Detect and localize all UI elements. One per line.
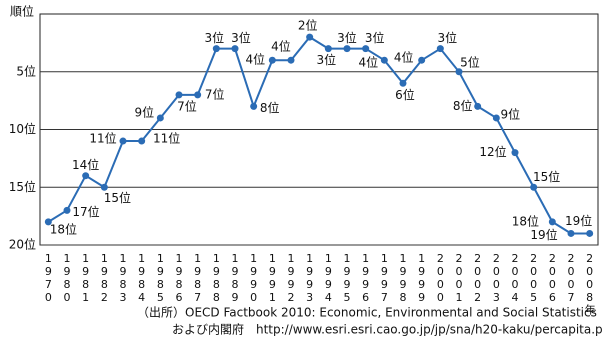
data-label: 4位 [246,52,266,67]
point [455,68,463,76]
data-label: 3位 [231,30,251,45]
x-tick-label: 1984 [135,252,148,304]
data-label: 3位 [438,30,458,45]
x-tick-label: 2005 [527,252,540,304]
point [567,229,575,237]
point [63,206,71,214]
source-line: （出所）OECD Factbook 2010: Economic, Enviro… [137,306,597,320]
y-tick-label: 5位 [16,63,36,78]
data-label: 14位 [72,157,99,172]
point [156,114,164,122]
x-tick-label: 1998 [397,252,410,304]
x-tick-label: 1988 [210,252,223,304]
x-tick-label: 1983 [117,252,130,304]
point [436,45,444,53]
data-label: 19位 [565,213,592,228]
point [511,149,519,157]
x-tick-label: 1981 [79,252,92,304]
point [44,218,52,226]
x-tick-label: 2008年 [583,252,596,315]
x-tick-label: 1993 [303,252,316,304]
x-tick-label: 2000 [434,252,447,304]
data-label: 17位 [72,204,99,219]
y-tick-label: 15位 [9,179,36,194]
x-tick-label: 1980 [61,252,74,304]
data-label: 9位 [135,104,155,119]
point [343,45,351,53]
x-tick-label: 2007 [565,252,578,304]
data-label: 11位 [153,131,180,146]
point [548,218,556,226]
point [119,137,127,145]
point [287,56,295,64]
data-label: 18位 [50,221,77,236]
data-label: 4位 [271,39,291,54]
data-label: 8位 [453,98,473,113]
point [100,183,108,191]
x-tick-label: 1989 [229,252,242,304]
y-tick-label: 10位 [9,121,36,136]
data-label: 3位 [205,30,225,45]
y-axis-title: 順位 [10,4,34,19]
y-tick-label: 20位 [9,237,36,252]
data-label: 15位 [104,190,131,205]
point [324,45,332,53]
x-tick-label: 1995 [341,252,354,304]
data-label: 3位 [337,30,357,45]
x-tick-label: 1996 [359,252,372,304]
x-tick-label: 2001 [453,252,466,304]
x-tick-label: 1992 [285,252,298,304]
point [586,229,594,237]
x-tick-label: 1991 [266,252,279,304]
x-tick-label: 1999 [415,252,428,304]
x-tick-label: 1990 [247,252,260,304]
point [362,45,370,53]
point [306,33,314,41]
point [268,56,276,64]
point [82,172,90,180]
data-label: 9位 [501,106,521,121]
x-tick-label: 1987 [191,252,204,304]
point [250,102,258,110]
point [399,79,407,87]
x-tick-label: 1994 [322,252,335,304]
source-line: および内閣府 http://www.esri.esri.cao.go.jp/jp… [172,322,603,337]
x-tick-label: 2003 [490,252,503,304]
data-label: 4位 [359,55,379,70]
data-label: 7位 [177,98,197,113]
point [231,45,239,53]
data-label: 15位 [533,169,560,184]
x-tick-label: 2006 [546,252,559,304]
point [418,56,426,64]
point [380,56,388,64]
data-label: 12位 [479,144,506,159]
data-label: 4位 [394,50,414,65]
data-label: 3位 [317,52,337,67]
data-label: 3位 [365,30,385,45]
point [194,91,202,99]
data-label: 11位 [89,131,116,146]
data-label: 7位 [205,86,225,101]
point [492,114,500,122]
data-label: 19位 [530,227,557,242]
point [175,91,183,99]
point [530,183,538,191]
point [138,137,146,145]
x-tick-label: 1986 [173,252,186,304]
x-tick-label: 1997 [378,252,391,304]
point [212,45,220,53]
data-label: 8位 [260,100,280,115]
x-tick-label: 1982 [98,252,111,304]
data-label: 18位 [512,213,539,228]
x-tick-label: 1985 [154,252,167,304]
x-tick-label: 2002 [471,252,484,304]
x-tick-label: 1970 [42,252,55,304]
data-label: 6位 [395,87,415,102]
x-tick-label: 2004 [509,252,522,304]
point [474,102,482,110]
data-label: 5位 [460,54,480,69]
data-label: 2位 [298,18,318,33]
